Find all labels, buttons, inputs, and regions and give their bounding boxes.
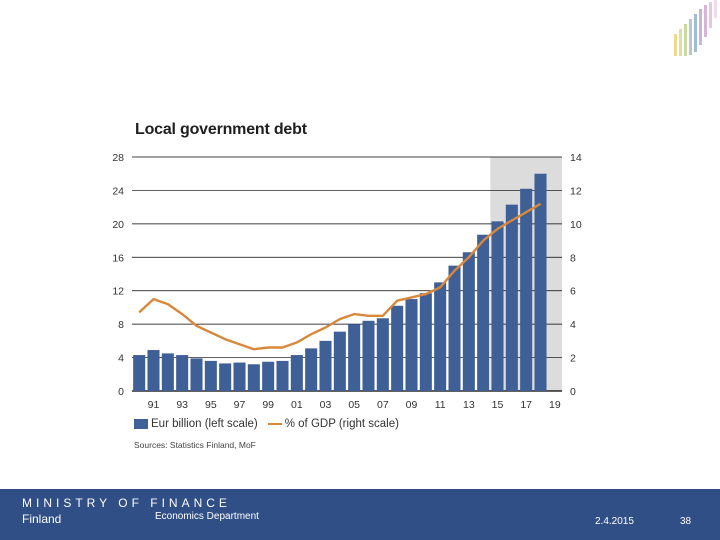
- decorative-bars-logo: [674, 0, 717, 56]
- debt-bar-2007: [376, 318, 389, 391]
- legend-line-label: % of GDP (right scale): [284, 418, 399, 430]
- left-axis-tick-label: 24: [112, 185, 124, 197]
- left-axis-tick-label: 8: [118, 319, 124, 331]
- debt-bar-2013: [462, 252, 475, 391]
- x-axis-tick-label: 13: [463, 399, 475, 411]
- debt-bar-2017: [520, 188, 533, 391]
- legend-bar-label: Eur billion (left scale): [151, 418, 258, 430]
- debt-bar-1990: [133, 355, 146, 391]
- debt-bar-1991: [147, 350, 160, 391]
- footer-bar: MINISTRY OF FINANCE Finland Economics De…: [0, 489, 720, 540]
- debt-bar-1997: [233, 362, 246, 391]
- x-axis-tick-label: 93: [176, 399, 188, 411]
- right-axis-tick-label: 2: [570, 353, 576, 365]
- x-axis-tick-label: 11: [435, 399, 446, 411]
- debt-bar-1994: [190, 358, 203, 391]
- x-axis-tick-label: 01: [291, 399, 303, 411]
- ministry-name: MINISTRY OF FINANCE: [22, 496, 231, 510]
- x-axis-tick-label: 07: [377, 399, 389, 411]
- x-axis-tick-label: 97: [234, 399, 246, 411]
- right-axis-tick-label: 12: [570, 185, 582, 197]
- right-axis-tick-label: 14: [570, 152, 582, 164]
- right-axis-tick-label: 8: [570, 252, 576, 264]
- debt-bar-2004: [333, 331, 346, 391]
- debt-bar-2009: [405, 299, 418, 391]
- country-name: Finland: [22, 512, 62, 526]
- right-axis-tick-label: 4: [570, 319, 576, 331]
- left-axis-tick-label: 16: [112, 252, 124, 264]
- right-axis-tick-label: 10: [570, 219, 582, 231]
- debt-bar-2016: [505, 204, 518, 391]
- slide-date: 2.4.2015: [595, 516, 634, 527]
- left-axis-tick-label: 28: [112, 152, 124, 164]
- left-axis-tick-label: 4: [118, 353, 124, 365]
- debt-bar-1996: [219, 363, 232, 391]
- x-axis-tick-label: 17: [520, 399, 532, 411]
- chart-legend: Eur billion (left scale) % of GDP (right…: [134, 418, 399, 430]
- debt-bar-2002: [305, 348, 318, 391]
- x-axis-tick-label: 05: [348, 399, 360, 411]
- debt-bar-2010: [419, 293, 432, 391]
- debt-bar-2012: [448, 265, 461, 391]
- debt-bar-2015: [491, 221, 504, 391]
- debt-bar-2001: [290, 355, 303, 391]
- debt-bar-2003: [319, 340, 332, 391]
- x-axis-tick-label: 15: [492, 399, 504, 411]
- debt-bar-2011: [434, 282, 447, 391]
- debt-bar-2005: [348, 324, 361, 391]
- debt-bar-1993: [176, 355, 189, 391]
- chart-title: Local government debt: [135, 121, 307, 138]
- department-name: Economics Department: [155, 511, 259, 522]
- gdp-share-line: [138, 202, 542, 351]
- right-axis-tick-label: 0: [570, 386, 576, 398]
- x-axis-tick-label: 09: [406, 399, 418, 411]
- debt-bar-1992: [161, 353, 174, 391]
- right-axis-tick-label: 6: [570, 286, 576, 298]
- debt-bar-1999: [262, 361, 275, 391]
- page-number: 38: [680, 516, 692, 527]
- debt-bar-1998: [247, 364, 260, 391]
- x-axis-tick-label: 99: [262, 399, 274, 411]
- legend-bar-swatch: [134, 419, 148, 429]
- left-axis-tick-label: 20: [112, 219, 124, 231]
- x-axis-tick-label: 03: [320, 399, 332, 411]
- x-axis-tick-label: 19: [549, 399, 561, 411]
- debt-bar-1995: [204, 360, 217, 391]
- debt-bar-2000: [276, 360, 289, 391]
- debt-bar-2008: [391, 305, 404, 391]
- debt-bar-2006: [362, 320, 375, 391]
- left-axis-tick-label: 0: [118, 386, 124, 398]
- legend-line-swatch: [267, 423, 282, 425]
- left-axis-tick-label: 12: [112, 286, 124, 298]
- x-axis-tick-label: 91: [148, 399, 160, 411]
- debt-bar-2014: [477, 234, 490, 391]
- debt-bar-2018: [534, 173, 547, 391]
- chart-source: Sources: Statistics Finland, MoF: [134, 440, 256, 450]
- x-axis-tick-label: 95: [205, 399, 217, 411]
